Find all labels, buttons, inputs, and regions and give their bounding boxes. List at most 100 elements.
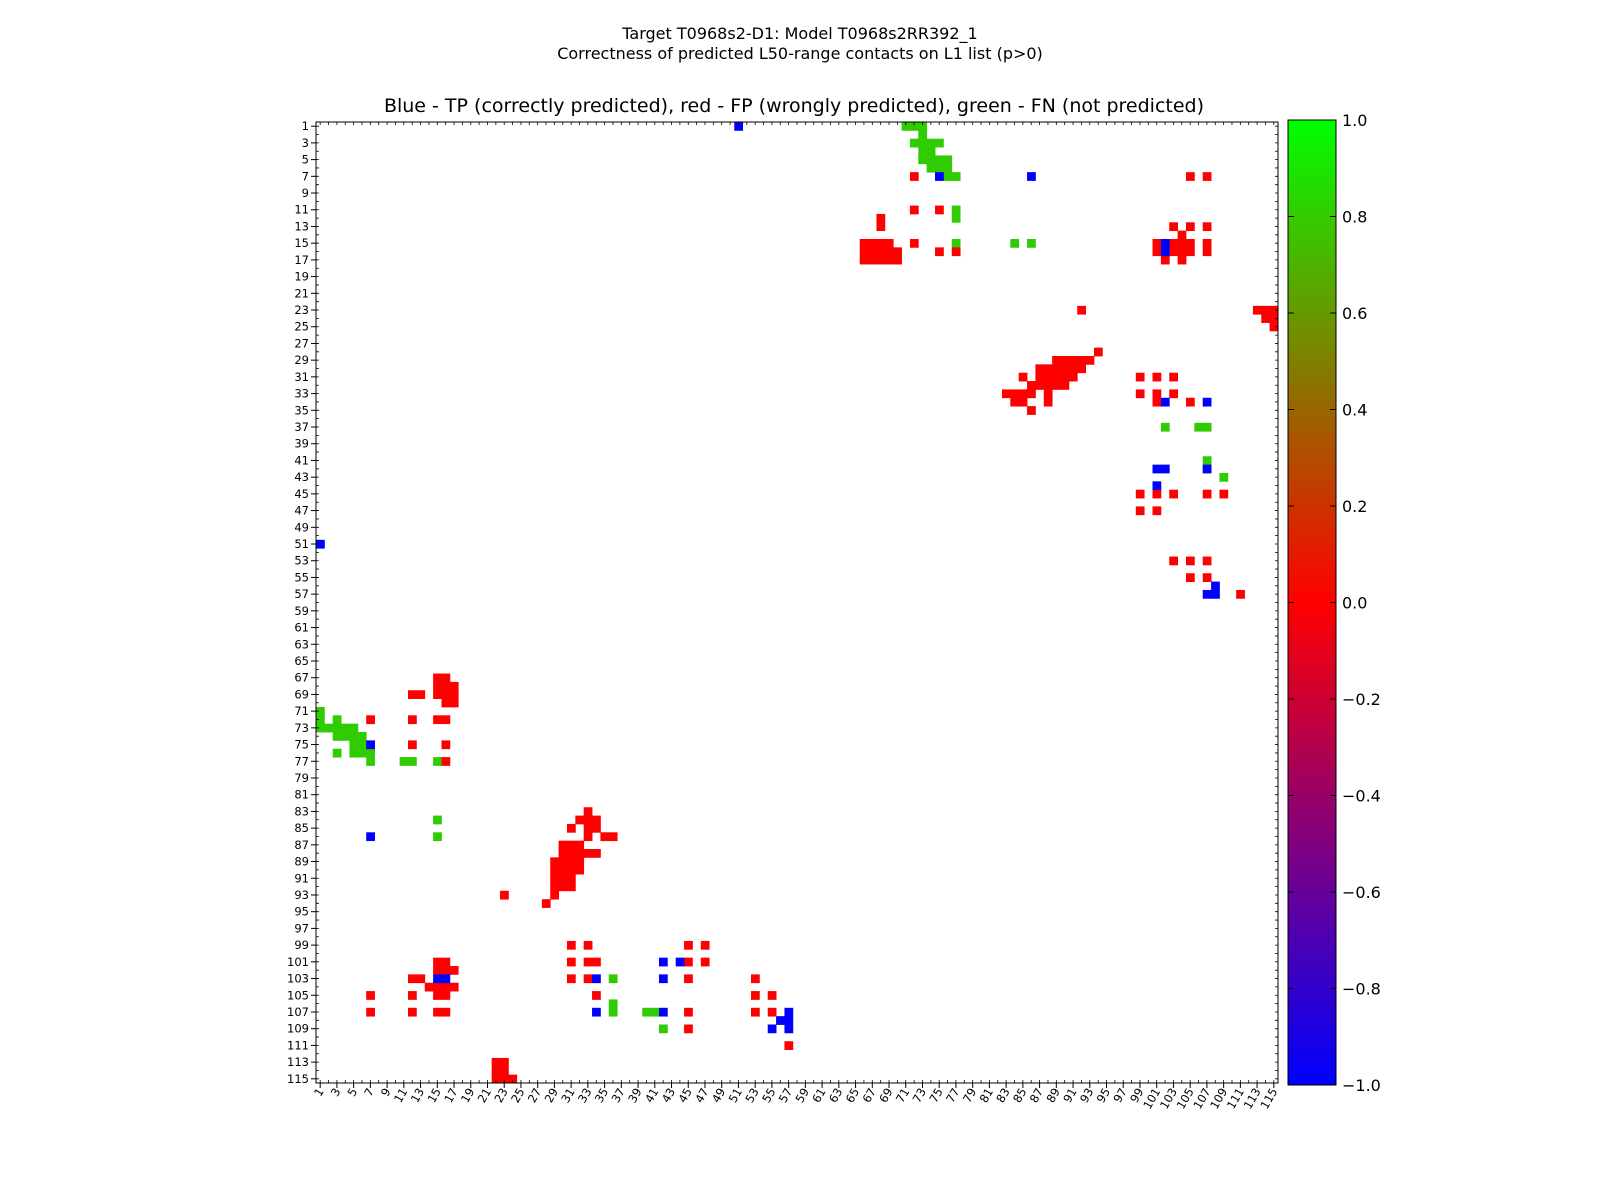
cell-fp xyxy=(441,690,451,699)
y-tick-label: 71 xyxy=(294,704,309,718)
cell-fp xyxy=(1010,389,1020,399)
x-tick-label: 51 xyxy=(726,1086,745,1106)
x-tick-label: 27 xyxy=(525,1086,544,1106)
y-tick-label: 87 xyxy=(294,838,309,852)
cell-fp xyxy=(876,238,886,248)
x-tick-label: 35 xyxy=(592,1086,611,1106)
x-tick-label: 31 xyxy=(558,1086,577,1106)
cell-fp xyxy=(575,849,585,858)
cell-fn xyxy=(909,138,919,148)
y-tick-label: 73 xyxy=(294,721,309,735)
cell-fp xyxy=(684,957,693,967)
x-tick-label: 17 xyxy=(441,1086,460,1106)
cell-tp xyxy=(1202,397,1212,407)
cell-fp xyxy=(859,255,869,265)
cell-fp xyxy=(750,991,760,1000)
y-tick-label: 51 xyxy=(294,537,309,551)
cell-fp xyxy=(1177,255,1187,265)
x-tick-label: 73 xyxy=(910,1086,929,1106)
cell-fn xyxy=(332,723,342,733)
cell-fp xyxy=(575,840,585,850)
cell-fp xyxy=(684,1007,693,1017)
x-tick-label: 115 xyxy=(1257,1086,1280,1112)
cell-fp xyxy=(1043,381,1053,390)
cell-fn xyxy=(341,723,350,733)
cell-fn xyxy=(1219,472,1229,482)
cell-tp xyxy=(1160,247,1170,257)
x-tick-label: 57 xyxy=(776,1086,795,1106)
cell-fn xyxy=(332,748,342,758)
cell-fp xyxy=(909,172,919,181)
y-tick-label: 59 xyxy=(294,604,309,618)
cell-fp xyxy=(566,874,576,883)
cell-fp xyxy=(1093,347,1103,357)
cell-fp xyxy=(700,940,710,950)
cell-tp xyxy=(767,1024,777,1034)
y-tick-label: 19 xyxy=(294,270,309,284)
colorbar-ticks: 1.0 0.8 0.6 0.4 0.2 0.0 −0.2 −0.4 −0.6 −0.8 −1.0 xyxy=(1288,111,1381,1095)
cell-fn xyxy=(935,155,944,165)
cell-fp xyxy=(566,882,576,892)
cell-fp xyxy=(1269,314,1279,323)
cell-fp xyxy=(558,857,568,867)
cell-fn xyxy=(951,213,961,223)
cell-fp xyxy=(1152,372,1162,382)
cell-fp xyxy=(366,991,375,1000)
y-tick-label: 107 xyxy=(287,1005,309,1019)
cell-fn xyxy=(918,155,928,165)
x-tick-label: 55 xyxy=(759,1086,778,1106)
cell-fp xyxy=(700,957,710,967)
cell-fp xyxy=(500,1057,509,1067)
cell-fp xyxy=(566,823,576,833)
x-tick-label: 23 xyxy=(491,1086,510,1106)
cell-fn xyxy=(909,122,919,131)
cell-fp xyxy=(1185,556,1195,566)
cell-fp xyxy=(784,1041,794,1050)
cell-fp xyxy=(558,849,568,858)
y-tick-label: 111 xyxy=(287,1038,309,1052)
cell-fp xyxy=(868,247,877,257)
cell-fn xyxy=(1027,238,1036,248)
cell-fn xyxy=(399,757,409,766)
cell-fn xyxy=(349,723,359,733)
cell-fp xyxy=(1169,489,1179,499)
cell-fp xyxy=(767,991,777,1000)
x-tick-label: 47 xyxy=(692,1086,711,1106)
cell-tp xyxy=(592,974,601,984)
figure-title-line1: Target T0968s2-D1: Model T0968s2RR392_1 xyxy=(621,24,977,44)
cell-fp xyxy=(441,681,451,691)
cell-fp xyxy=(1052,364,1061,374)
cell-fp xyxy=(684,940,693,950)
cell-tp xyxy=(366,740,375,750)
cell-fp xyxy=(951,247,961,257)
cell-fn xyxy=(357,740,367,750)
cell-fp xyxy=(449,966,459,975)
cell-fp xyxy=(1152,238,1162,248)
cell-fp xyxy=(441,673,451,683)
cell-tp xyxy=(1160,464,1170,474)
cell-fp xyxy=(1236,589,1245,599)
cell-fp xyxy=(491,1074,501,1084)
cell-fp xyxy=(433,715,442,725)
y-tick-label: 35 xyxy=(294,403,309,417)
y-tick-label: 11 xyxy=(294,203,309,217)
cell-fp xyxy=(566,857,576,867)
cell-fp xyxy=(433,966,442,975)
cell-fp xyxy=(1135,506,1145,516)
plot-area: 1357911131517192123252729313335373941434… xyxy=(287,119,1280,1111)
y-tick-label: 41 xyxy=(294,453,309,467)
cell-fp xyxy=(550,865,559,875)
x-tick-label: 77 xyxy=(943,1086,962,1106)
y-tick-label: 55 xyxy=(294,570,309,584)
x-tick-label: 87 xyxy=(1027,1086,1046,1106)
cell-fp xyxy=(1177,230,1187,240)
cell-fp xyxy=(441,1007,451,1017)
y-tick-label: 25 xyxy=(294,320,309,334)
x-tick-label: 97 xyxy=(1110,1086,1129,1106)
cell-fp xyxy=(1027,389,1036,399)
x-tick-label: 43 xyxy=(659,1086,678,1106)
y-tick-label: 81 xyxy=(294,788,309,802)
y-tick-label: 83 xyxy=(294,804,309,818)
colorbar-tick-label: −0.4 xyxy=(1342,787,1381,806)
